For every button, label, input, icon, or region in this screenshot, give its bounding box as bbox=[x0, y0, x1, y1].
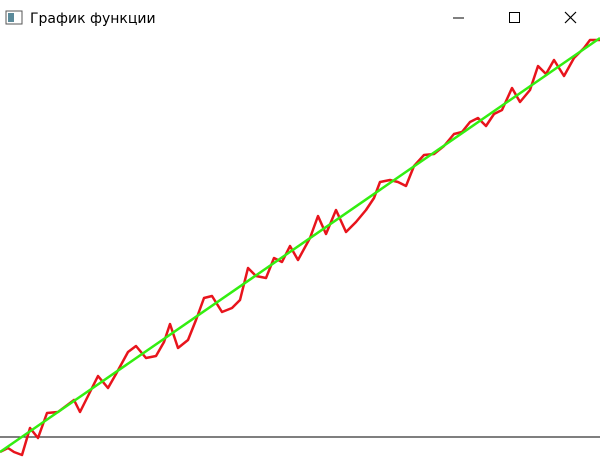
app-icon bbox=[5, 10, 23, 25]
title-bar bbox=[0, 0, 600, 30]
window-title: График функции bbox=[30, 11, 156, 27]
series-line bbox=[0, 36, 600, 454]
plot-area bbox=[0, 36, 600, 457]
series-line bbox=[0, 38, 600, 457]
maximize-button[interactable] bbox=[509, 12, 520, 23]
close-button[interactable] bbox=[564, 11, 577, 24]
